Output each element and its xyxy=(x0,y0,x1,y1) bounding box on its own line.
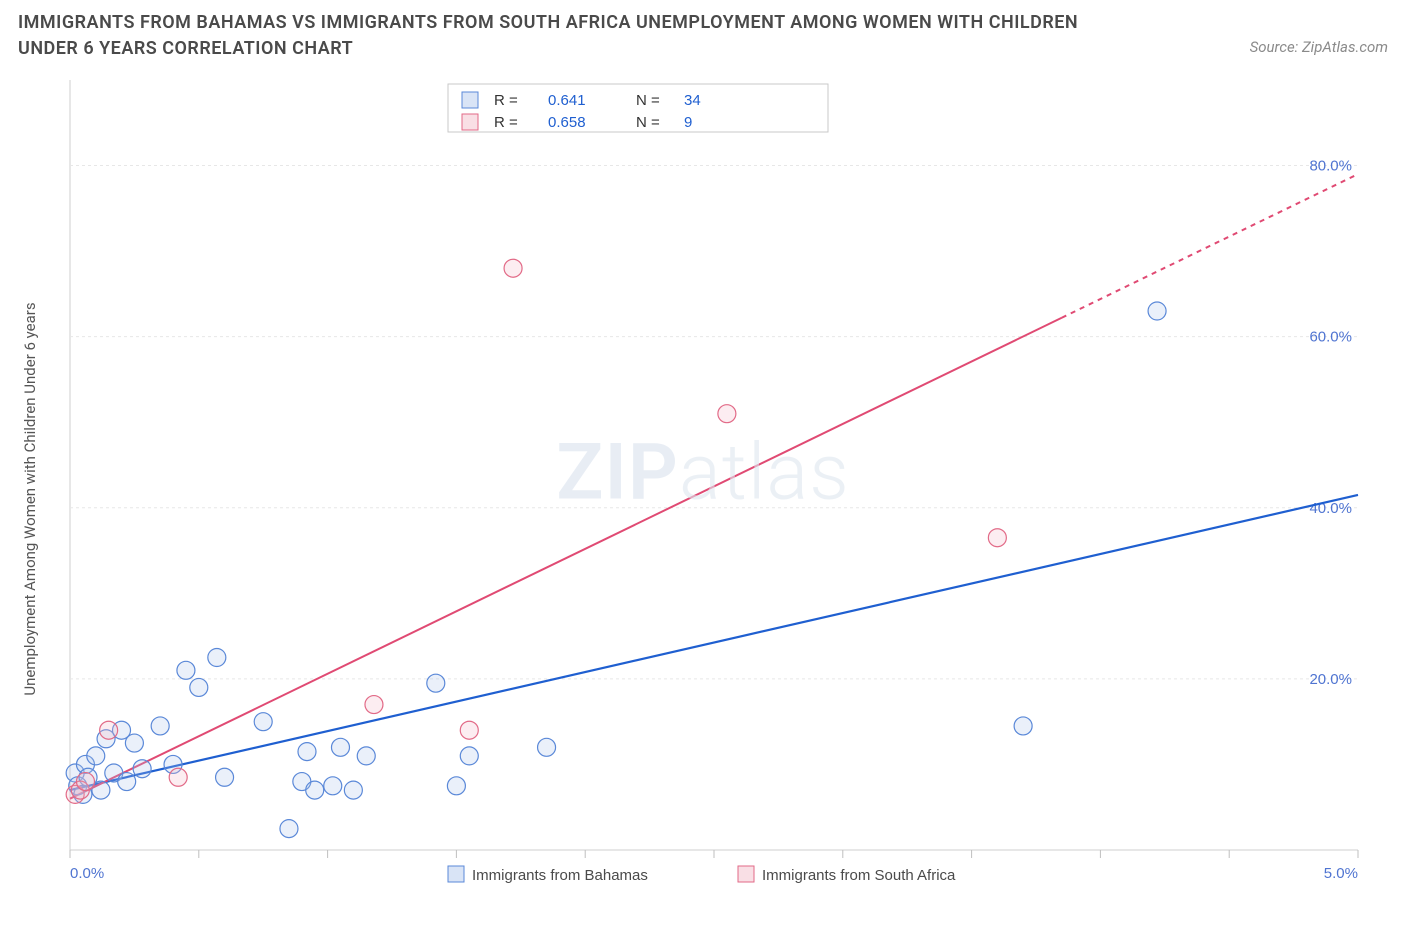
svg-text:Immigrants from Bahamas: Immigrants from Bahamas xyxy=(472,867,648,884)
svg-text:R =: R = xyxy=(494,92,518,109)
svg-text:20.0%: 20.0% xyxy=(1309,671,1352,688)
svg-text:9: 9 xyxy=(684,114,692,131)
svg-text:N =: N = xyxy=(636,114,660,131)
svg-text:80.0%: 80.0% xyxy=(1309,158,1352,175)
svg-text:0.658: 0.658 xyxy=(548,114,586,131)
svg-text:Immigrants from South Africa: Immigrants from South Africa xyxy=(762,867,956,884)
svg-text:N =: N = xyxy=(636,92,660,109)
y-axis-title: Unemployment Among Women with Children U… xyxy=(21,303,39,696)
chart-title: IMMIGRANTS FROM BAHAMAS VS IMMIGRANTS FR… xyxy=(18,10,1118,62)
svg-text:0.0%: 0.0% xyxy=(70,865,104,882)
svg-text:34: 34 xyxy=(684,92,701,109)
chart-area: Unemployment Among Women with Children U… xyxy=(18,70,1388,910)
source-label: Source: ZipAtlas.com xyxy=(1250,38,1388,62)
svg-text:0.641: 0.641 xyxy=(548,92,586,109)
scatter-chart: 20.0%40.0%60.0%80.0%0.0%5.0%R =0.641N = … xyxy=(18,70,1388,910)
svg-text:40.0%: 40.0% xyxy=(1309,500,1352,517)
svg-text:R =: R = xyxy=(494,114,518,131)
svg-text:5.0%: 5.0% xyxy=(1324,865,1358,882)
chart-header: IMMIGRANTS FROM BAHAMAS VS IMMIGRANTS FR… xyxy=(18,10,1388,62)
svg-text:60.0%: 60.0% xyxy=(1309,329,1352,346)
